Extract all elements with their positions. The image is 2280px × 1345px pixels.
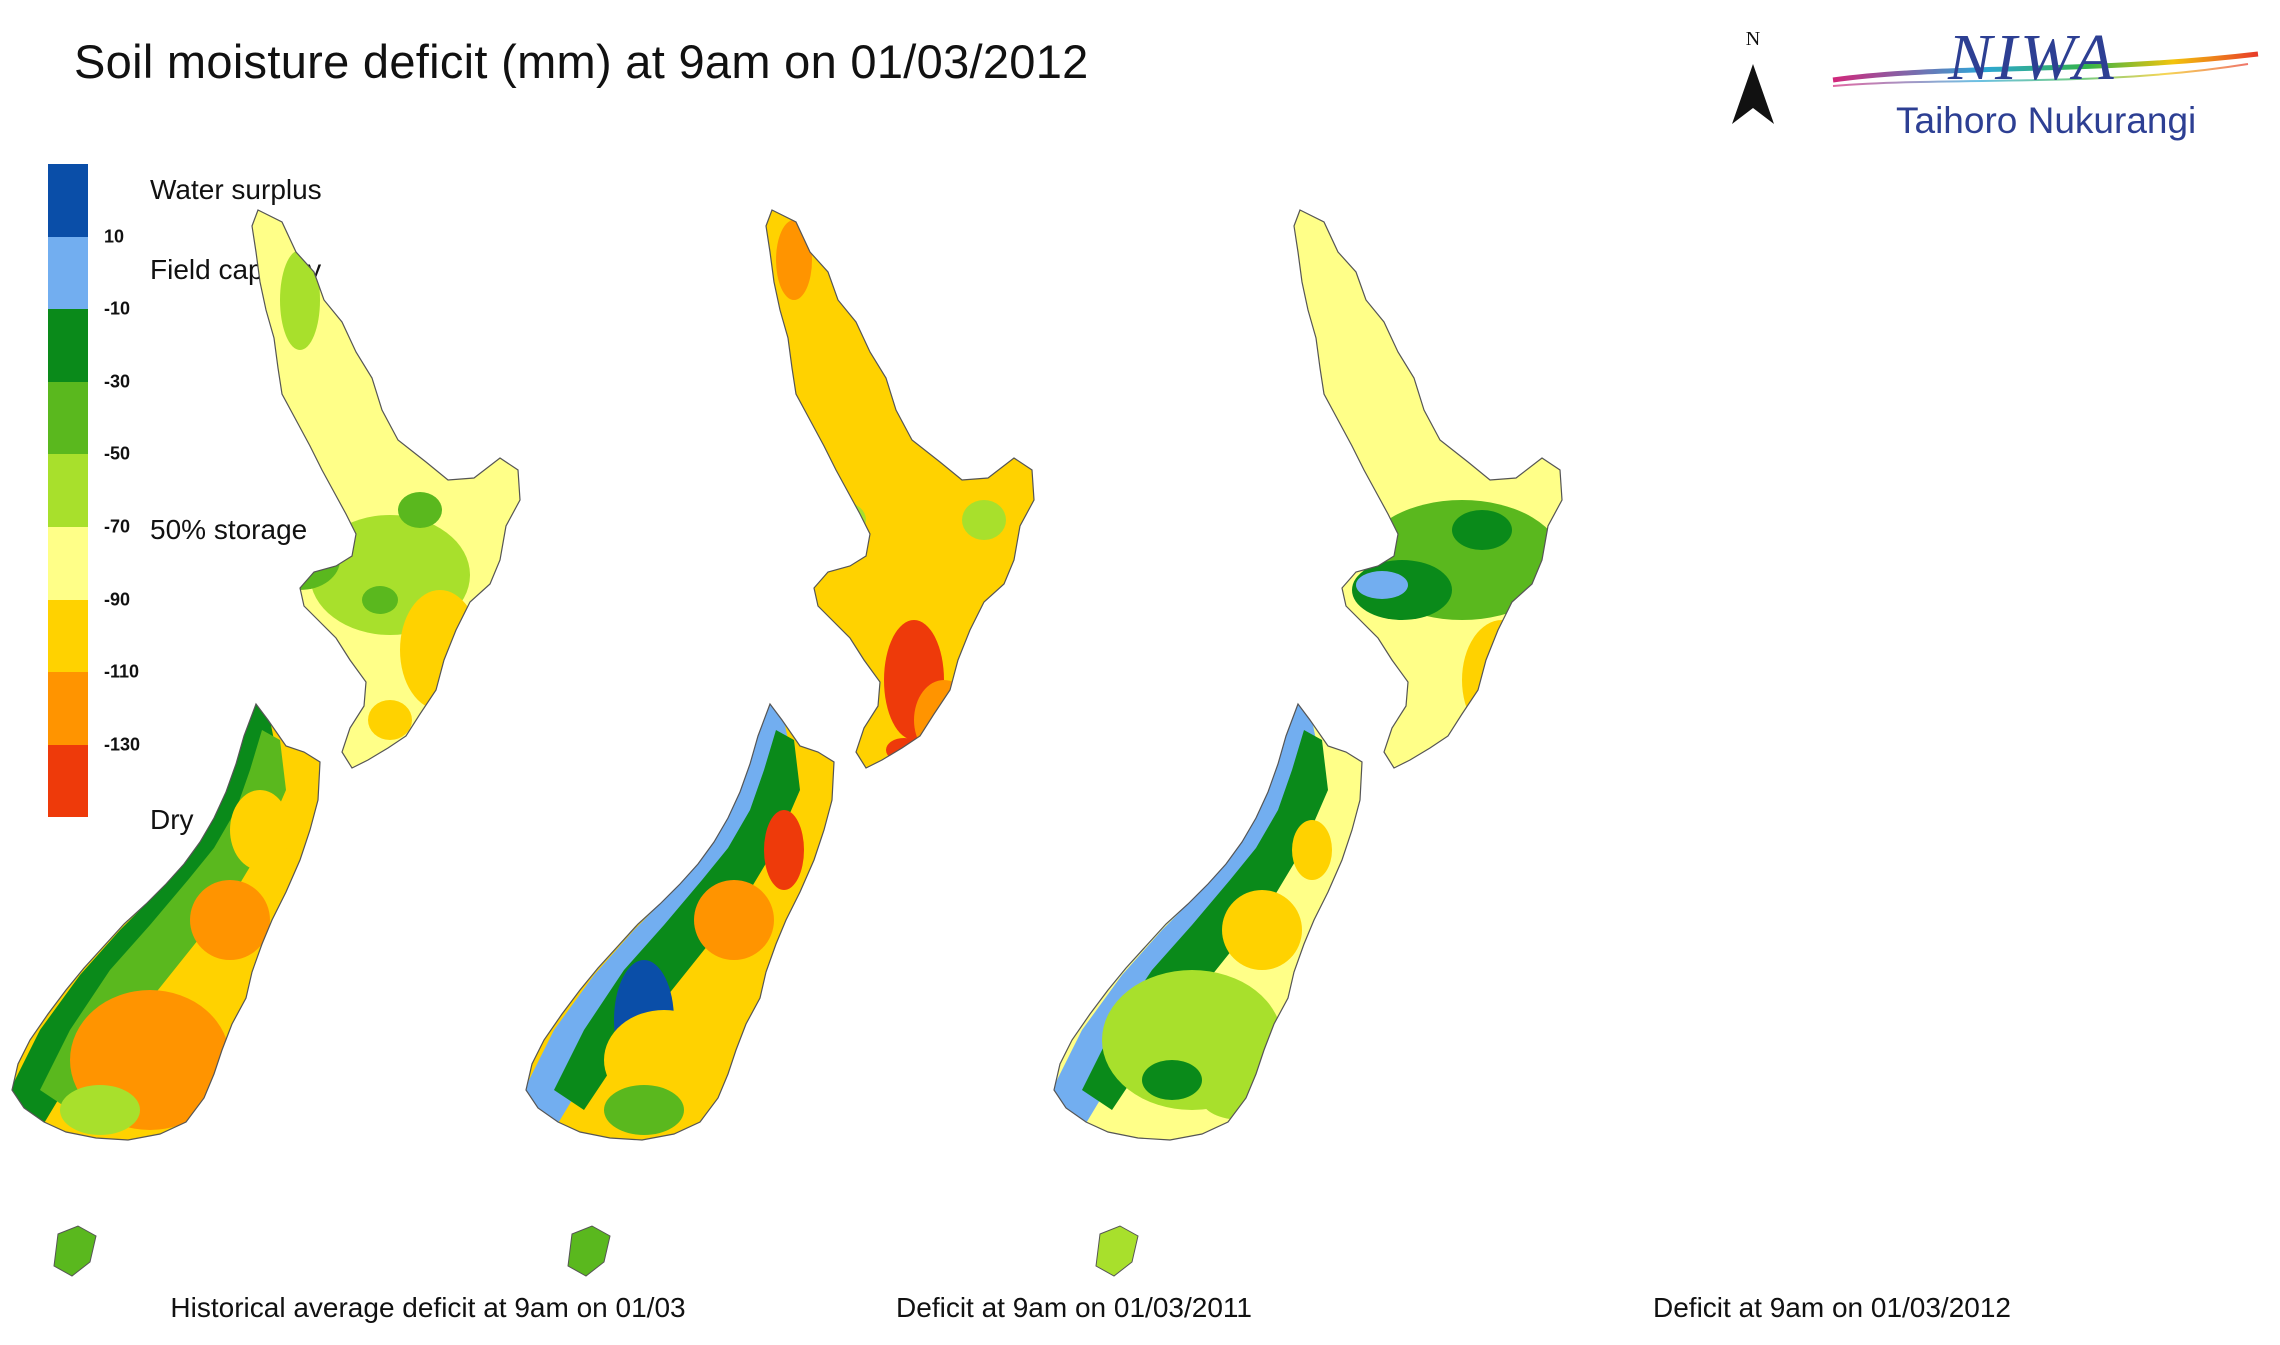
north-island [1294,210,1562,768]
legend-label-dry: Dry [150,804,194,835]
moisture-zone [884,620,944,740]
moisture-zone [1142,1060,1202,1100]
legend-tick-label: -10 [104,298,131,319]
north-arrow: N [1728,28,1778,128]
nz-map-2 [525,209,1035,1277]
moisture-zone [764,810,804,890]
caption-2012: Deficit at 9am on 01/03/2012 [1652,1292,2012,1323]
legend-label-surplus: Water surplus [150,174,322,205]
legend-tick-label: -50 [104,443,131,464]
moisture-zone [400,590,480,710]
legend-swatch [48,454,88,527]
moisture-zone [190,880,270,960]
legend-swatch [48,672,88,745]
moisture-zone [1292,820,1332,880]
moisture-zone [260,530,340,590]
legend-tick-label: 10 [104,226,125,247]
north-label: N [1745,28,1761,50]
legend-label-half: 50% storage [150,514,308,545]
legend-swatch [48,236,88,310]
niwa-logo: NIWA Taihoro Nukurangi [1828,14,2268,154]
moisture-zone [886,738,922,762]
moisture-zone [368,700,412,740]
legend-tick-label: -30 [104,371,131,392]
moisture-zone [1492,680,1532,760]
logo-tagline: Taihoro Nukurangi [1896,100,2197,141]
caption-historical: Historical average deficit at 9am on 01/… [170,1292,686,1323]
moisture-zone [604,1010,724,1110]
moisture-zone [604,1085,684,1135]
south-island [526,704,834,1140]
logo-brand: NIWA [1948,21,2117,94]
north-arrow-icon [1732,64,1774,124]
moisture-zone [1462,620,1542,740]
legend-swatch [48,309,88,382]
logo-swoosh-icon [1832,51,2259,87]
south-island [12,704,320,1140]
page-title: Soil moisture deficit (mm) at 9am on 01/… [74,35,1089,88]
moisture-zone [1452,510,1512,550]
legend-swatch [48,164,88,237]
moisture-zone [1356,571,1408,599]
moisture-zone [824,510,1004,650]
north-island-coast [251,209,521,769]
moisture-zone [230,790,290,870]
legend-tick-label: -90 [104,589,131,610]
north-island [252,210,520,768]
stewart-island [53,1225,97,1277]
moisture-zone [398,492,442,528]
south-island [1054,704,1362,1140]
legend-swatch [48,599,88,673]
moisture-zone [1202,1080,1282,1120]
moisture-zone [1322,250,1362,330]
moisture-zone [776,220,812,300]
legend-tick-label: -70 [104,516,131,537]
legend-swatch [48,744,88,818]
south-island-coast [525,702,835,1141]
north-island [766,210,1034,768]
moisture-zone [1222,890,1302,970]
moisture-zone [962,500,1006,540]
north-island-coast [1293,209,1563,769]
south-island-coast [11,702,321,1141]
moisture-zone [280,250,320,350]
legend-swatch [48,527,88,600]
moisture-zone [822,502,866,538]
nz-map-1 [11,209,521,1277]
south-island-coast [1053,702,1363,1141]
legend: 10 -10 -30 -50 -70 -90 -110 -130 Water surplus Fi… [48,164,348,835]
legend-tick-label: -110 [104,661,140,682]
legend-swatch [48,381,88,455]
legend-tick-label: -130 [104,734,141,755]
maps-panel [11,209,1563,1277]
stewart-island [1095,1225,1139,1277]
nz-map-3 [1053,209,1563,1277]
north-island-coast [765,209,1035,769]
stewart-island [567,1225,611,1277]
caption-2011: Deficit at 9am on 01/03/2011 [896,1292,1252,1323]
moisture-zone [694,880,774,960]
moisture-zone [362,586,398,614]
moisture-zone [914,680,974,760]
moisture-zone [60,1085,140,1135]
